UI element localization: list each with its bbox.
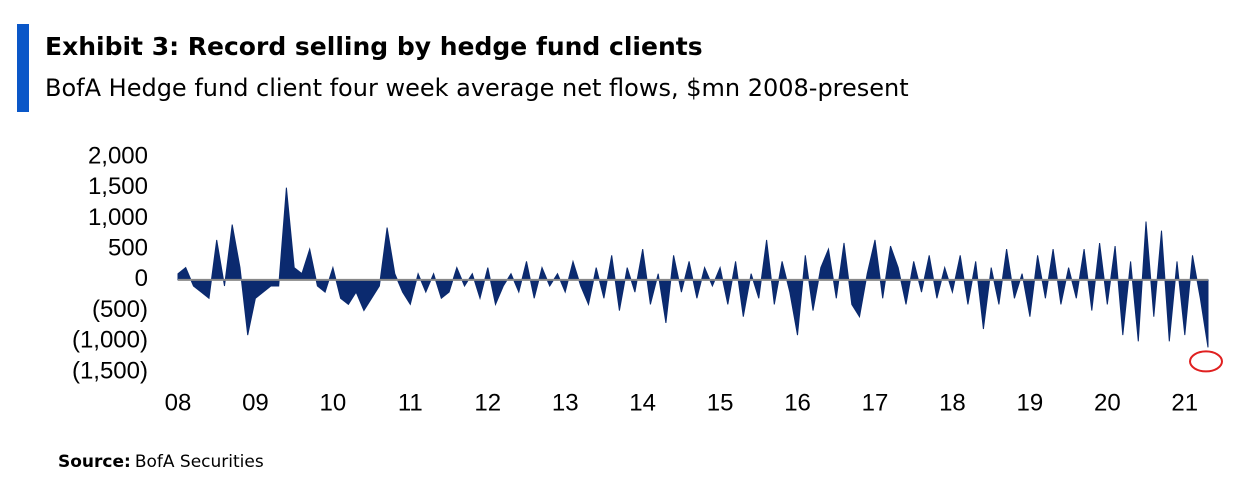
x-tick-label: 19 bbox=[1017, 389, 1044, 416]
x-tick-label: 13 bbox=[552, 389, 579, 416]
x-tick-label: 12 bbox=[474, 389, 501, 416]
x-tick-label: 17 bbox=[862, 389, 889, 416]
x-tick-label: 08 bbox=[165, 389, 192, 416]
y-tick-label: (500) bbox=[92, 296, 148, 323]
y-tick-label: 1,000 bbox=[88, 204, 148, 231]
chart-subtitle: BofA Hedge fund client four week average… bbox=[45, 74, 909, 102]
y-tick-label: (1,000) bbox=[72, 327, 148, 354]
y-tick-label: (1,500) bbox=[72, 357, 148, 384]
x-tick-label: 11 bbox=[398, 389, 423, 416]
x-tick-label: 10 bbox=[320, 389, 347, 416]
y-tick-label: 1,500 bbox=[88, 173, 148, 200]
area bbox=[177, 187, 1209, 348]
highlight-circle bbox=[1189, 350, 1223, 373]
accent-bar bbox=[17, 24, 29, 112]
x-tick-label: 14 bbox=[629, 389, 656, 416]
y-tick-label: 2,000 bbox=[88, 142, 148, 169]
y-tick-label: 500 bbox=[108, 234, 148, 261]
source-label: Source: bbox=[58, 452, 131, 472]
source-text: BofA Securities bbox=[135, 452, 264, 472]
x-tick-label: 21 bbox=[1171, 389, 1198, 416]
x-tick-label: 15 bbox=[707, 389, 734, 416]
y-tick-label: 0 bbox=[135, 265, 148, 292]
x-tick-label: 18 bbox=[939, 389, 966, 416]
x-tick-label: 09 bbox=[242, 389, 269, 416]
source: Source: BofA Securities bbox=[58, 452, 264, 472]
x-tick-label: 20 bbox=[1094, 389, 1121, 416]
chart-title: Exhibit 3: Record selling by hedge fund … bbox=[45, 32, 703, 61]
x-tick-label: 16 bbox=[784, 389, 811, 416]
